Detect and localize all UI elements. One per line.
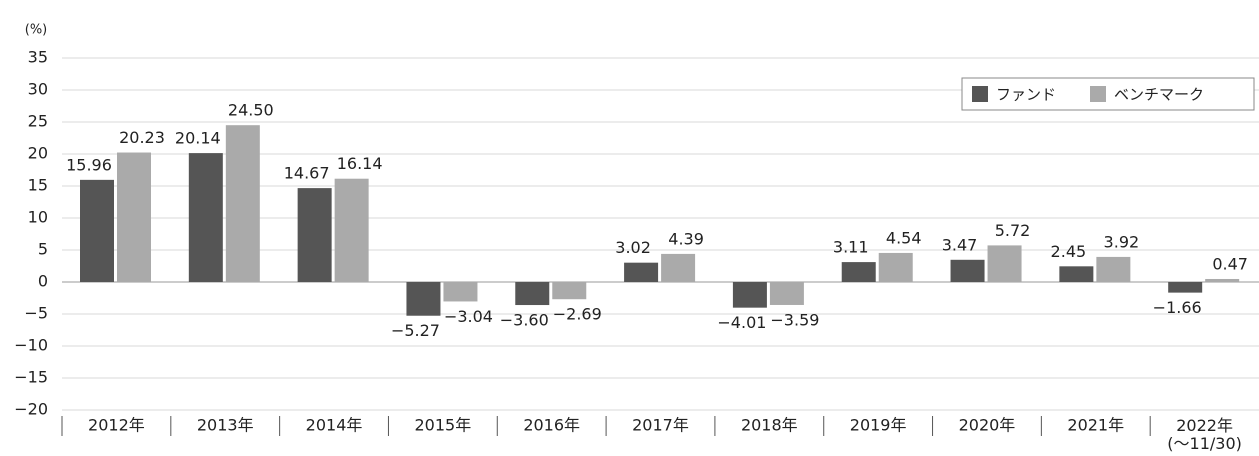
y-tick-label: 0 — [38, 272, 48, 291]
bar — [987, 245, 1022, 282]
bar — [624, 262, 659, 282]
data-label: −3.04 — [444, 307, 493, 326]
bar — [769, 282, 804, 305]
legend-swatch — [972, 86, 988, 102]
data-label: 4.39 — [668, 229, 704, 248]
x-tick-label: 2014年 — [306, 416, 363, 435]
bar — [1168, 282, 1203, 293]
bar — [1205, 278, 1240, 282]
y-tick-label: 15 — [28, 176, 48, 195]
data-label: 4.54 — [886, 228, 922, 247]
y-tick-label: 5 — [38, 240, 48, 259]
y-tick-label: −20 — [14, 400, 48, 419]
data-label: 24.50 — [228, 101, 274, 120]
y-tick-label: 30 — [28, 80, 48, 99]
x-tick-label: 2015年 — [414, 416, 471, 435]
y-tick-label: −5 — [24, 304, 48, 323]
data-label: 14.67 — [284, 164, 330, 183]
bar — [878, 252, 913, 282]
legend-box — [961, 77, 1255, 111]
data-label: −3.59 — [770, 310, 819, 329]
bar — [950, 259, 985, 282]
bar — [334, 178, 369, 282]
x-tick-label: 2013年 — [197, 416, 254, 435]
y-tick-label: 25 — [28, 112, 48, 131]
x-tick-label: 2018年 — [741, 416, 798, 435]
bar — [443, 282, 478, 302]
data-label: −5.27 — [391, 321, 440, 340]
data-label: 3.11 — [833, 238, 869, 257]
x-tick-label: 2017年 — [632, 416, 689, 435]
bar — [1096, 256, 1131, 282]
x-tick-label: 2022年(〜11/30) — [1167, 416, 1242, 453]
y-tick-label: 10 — [28, 208, 48, 227]
y-tick-label: −10 — [14, 336, 48, 355]
bar — [297, 188, 332, 282]
x-tick-label: 2021年 — [1067, 416, 1124, 435]
legend-label: ファンド — [996, 86, 1056, 104]
data-label: −3.60 — [500, 311, 549, 330]
data-label: −4.01 — [717, 313, 766, 332]
data-label: −1.66 — [1153, 298, 1202, 317]
data-label: 0.47 — [1212, 254, 1248, 273]
y-axis-label: (%) — [25, 23, 48, 38]
data-label: 2.45 — [1051, 242, 1087, 261]
data-label: 5.72 — [995, 221, 1031, 240]
legend-label: ベンチマーク — [1114, 86, 1204, 104]
x-tick-label: 2012年 — [88, 416, 145, 435]
bar — [841, 262, 876, 282]
data-label: −2.69 — [553, 305, 602, 324]
data-label: 20.14 — [175, 129, 221, 148]
x-tick-label: 2020年 — [959, 416, 1016, 435]
bar — [225, 125, 260, 282]
bar — [188, 153, 223, 282]
data-label: 20.23 — [119, 128, 165, 147]
y-tick-label: 20 — [28, 144, 48, 163]
bar — [406, 282, 441, 316]
bar — [80, 179, 114, 282]
bar — [515, 282, 550, 306]
legend-swatch — [1090, 86, 1106, 102]
data-label: 16.14 — [337, 154, 383, 173]
bar — [1059, 266, 1094, 282]
data-label: 3.92 — [1104, 232, 1140, 251]
x-tick-label: 2016年 — [523, 416, 580, 435]
y-tick-label: 35 — [28, 48, 48, 67]
data-label: 15.96 — [66, 155, 112, 174]
y-tick-label: −15 — [14, 368, 48, 387]
bar — [732, 282, 767, 308]
bar — [117, 152, 151, 282]
data-label: 3.47 — [942, 235, 978, 254]
bar — [661, 253, 696, 282]
x-tick-label: 2019年 — [850, 416, 907, 435]
bar — [552, 282, 587, 300]
data-label: 3.02 — [615, 238, 651, 257]
